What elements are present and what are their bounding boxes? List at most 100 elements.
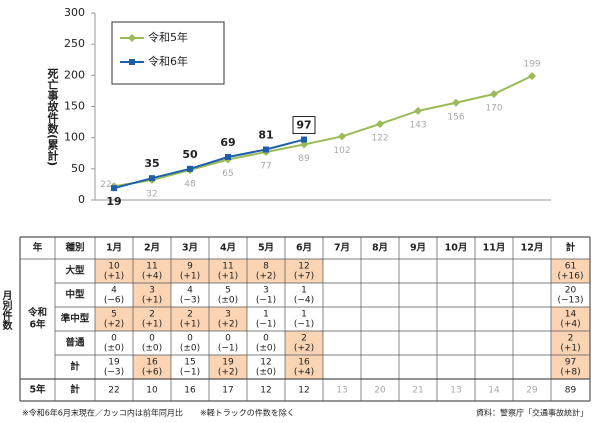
point bbox=[376, 119, 384, 128]
row-label: 大型 bbox=[65, 265, 85, 277]
legend-label: 令和6年 bbox=[148, 54, 188, 68]
row-label: 準中型 bbox=[61, 313, 90, 325]
table-cell: 1 bbox=[301, 286, 307, 296]
table-cell: (−1) bbox=[256, 320, 276, 330]
point bbox=[452, 98, 460, 107]
data-label: 199 bbox=[523, 59, 540, 69]
point bbox=[414, 106, 422, 115]
highlight-cell bbox=[171, 259, 209, 283]
table-header: 7月 bbox=[334, 243, 350, 254]
table-cell: 0 bbox=[111, 334, 117, 344]
side-label: 月別件数 bbox=[0, 290, 13, 331]
table-cell: (+1) bbox=[180, 320, 200, 330]
table-cell: 0 bbox=[149, 334, 155, 344]
table-cell: (−13) bbox=[557, 296, 583, 306]
table-header: 3月 bbox=[182, 243, 198, 254]
table-cell: 5 bbox=[111, 310, 117, 320]
table-cell: (−3) bbox=[104, 368, 124, 378]
table-header: 5月 bbox=[258, 243, 274, 254]
table-cell: (+6) bbox=[142, 368, 162, 378]
table-cell: (+2) bbox=[104, 320, 124, 330]
point bbox=[528, 71, 536, 80]
table-cell: 8 bbox=[263, 262, 269, 272]
table-cell: 29 bbox=[526, 386, 538, 396]
legend-marker bbox=[129, 59, 135, 65]
table-cell: (+1) bbox=[180, 272, 200, 282]
table-cell: 3 bbox=[263, 286, 269, 296]
data-label: 122 bbox=[371, 133, 388, 143]
highlight-cell bbox=[209, 355, 247, 379]
table-cell: 13 bbox=[336, 386, 347, 396]
table-cell: (+16) bbox=[557, 272, 583, 282]
table-cell: 0 bbox=[263, 334, 269, 344]
table-cell: 12 bbox=[260, 386, 271, 396]
table-cell: (±0) bbox=[104, 344, 124, 354]
highlight-cell bbox=[551, 331, 590, 355]
row-label: 中型 bbox=[65, 289, 85, 301]
table-header: 年 bbox=[33, 242, 43, 254]
highlight-cell bbox=[551, 307, 590, 331]
table-cell: 3 bbox=[225, 310, 231, 320]
table-cell: (−1) bbox=[180, 368, 200, 378]
highlight-cell bbox=[551, 355, 590, 379]
table-header: 6月 bbox=[296, 243, 312, 254]
table-cell: 14 bbox=[565, 310, 577, 320]
table-cell: 2 bbox=[149, 310, 155, 320]
table-cell: 19 bbox=[222, 358, 234, 368]
group-label: 6年 bbox=[29, 319, 46, 331]
table-cell: 12 bbox=[298, 262, 309, 272]
row-label: 5年 bbox=[29, 384, 46, 396]
table-cell: (±0) bbox=[256, 368, 276, 378]
series-line bbox=[113, 138, 305, 190]
table-cell: 12 bbox=[298, 386, 309, 396]
table-cell: 10 bbox=[146, 386, 158, 396]
table-cell: 21 bbox=[412, 386, 423, 396]
highlight-cell bbox=[133, 307, 171, 331]
table-cell: 0 bbox=[225, 334, 231, 344]
highlight-cell bbox=[133, 355, 171, 379]
table-header: 12月 bbox=[521, 243, 544, 254]
highlight-cell bbox=[133, 259, 171, 283]
legend-label: 令和5年 bbox=[148, 30, 188, 44]
table-cell: (+4) bbox=[294, 368, 314, 378]
group-label: 令和 bbox=[27, 307, 47, 319]
table-cell: (+2) bbox=[218, 368, 238, 378]
table-cell: (−6) bbox=[104, 296, 124, 306]
table-header: 8月 bbox=[372, 243, 388, 254]
table-cell: 3 bbox=[149, 286, 155, 296]
footnote: ※軽トラックの件数を除く bbox=[200, 408, 295, 418]
table-cell: 4 bbox=[187, 286, 193, 296]
y-tick-label: 200 bbox=[64, 68, 85, 81]
footnote: ※令和6年6月末現在／カッコ内は前年同月比 bbox=[22, 408, 183, 418]
table-cell: 19 bbox=[108, 358, 120, 368]
highlight-cell bbox=[285, 331, 323, 355]
highlight-cell bbox=[95, 259, 133, 283]
table-cell: 16 bbox=[298, 358, 310, 368]
table-header: 11月 bbox=[483, 243, 506, 254]
data-label: 143 bbox=[409, 120, 426, 130]
data-label: 69 bbox=[220, 136, 235, 149]
data-label: 22 bbox=[100, 180, 111, 190]
table-header: 10月 bbox=[445, 243, 468, 254]
point bbox=[301, 136, 307, 143]
point bbox=[111, 185, 117, 192]
table-cell: (+1) bbox=[560, 344, 580, 354]
table-cell: 11 bbox=[222, 262, 233, 272]
highlight-cell bbox=[133, 283, 171, 307]
table-cell: 15 bbox=[184, 358, 195, 368]
table-cell: (+1) bbox=[218, 272, 238, 282]
highlight-cell bbox=[551, 259, 590, 283]
data-label: 50 bbox=[182, 148, 198, 161]
table-cell: (−3) bbox=[180, 296, 200, 306]
highlight-cell bbox=[285, 259, 323, 283]
table-cell: 13 bbox=[450, 386, 461, 396]
table-cell: 1 bbox=[301, 310, 307, 320]
table-cell: (+1) bbox=[142, 320, 162, 330]
point bbox=[263, 146, 269, 153]
highlight-cell bbox=[247, 259, 285, 283]
highlight-cell bbox=[171, 307, 209, 331]
table-cell: (+4) bbox=[560, 320, 580, 330]
table-cell: (±0) bbox=[256, 344, 276, 354]
table-cell: 61 bbox=[565, 262, 576, 272]
data-label: 81 bbox=[258, 129, 273, 142]
